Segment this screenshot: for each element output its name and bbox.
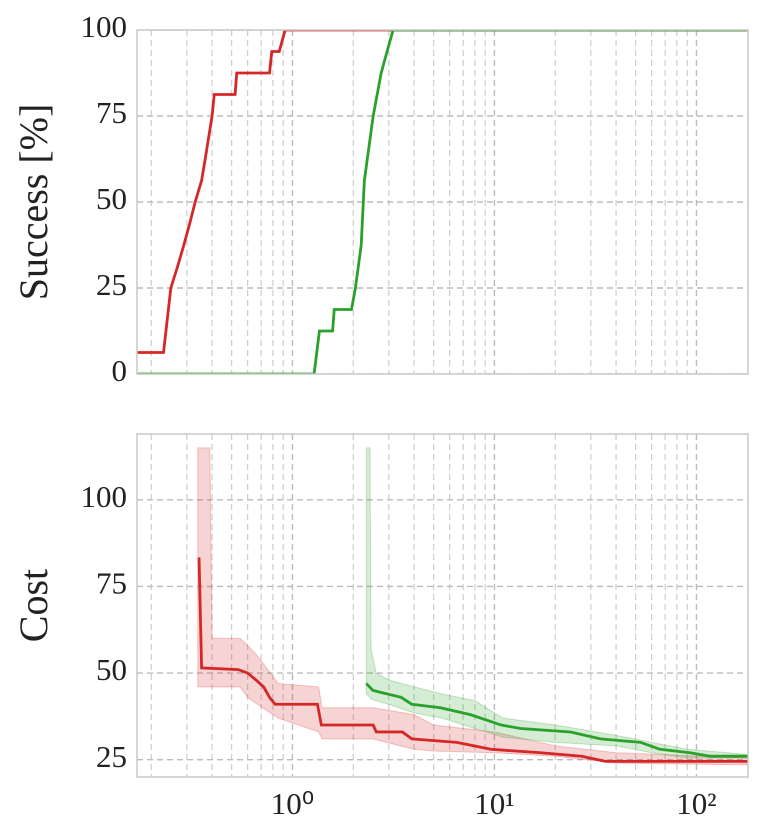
series-line	[137, 30, 748, 354]
y-tick-label: 50	[96, 652, 127, 687]
plot-area	[137, 434, 748, 777]
y-tick-label: 25	[96, 739, 127, 774]
y-tick-label: 100	[81, 9, 128, 44]
series-line	[365, 682, 748, 758]
axes-frame	[136, 433, 749, 778]
series-line	[197, 557, 748, 763]
y-tick-label: 25	[96, 267, 127, 302]
series-line	[137, 30, 748, 374]
y-axis-label: Cost	[11, 569, 56, 642]
x-tick-label: 10¹	[474, 786, 514, 821]
x-tick-label: 10⁰	[271, 786, 314, 821]
confidence-band	[197, 447, 748, 766]
plot-area	[137, 30, 748, 374]
y-tick-label: 75	[96, 95, 127, 130]
y-tick-label: 100	[81, 479, 128, 514]
y-axis-label: Success [%]	[11, 104, 56, 301]
y-tick-label: 50	[96, 181, 127, 216]
y-tick-label: 75	[96, 566, 127, 601]
axes-frame	[136, 29, 749, 375]
x-tick-label: 10²	[676, 786, 716, 821]
y-tick-label: 0	[112, 353, 128, 388]
confidence-band	[365, 447, 748, 759]
